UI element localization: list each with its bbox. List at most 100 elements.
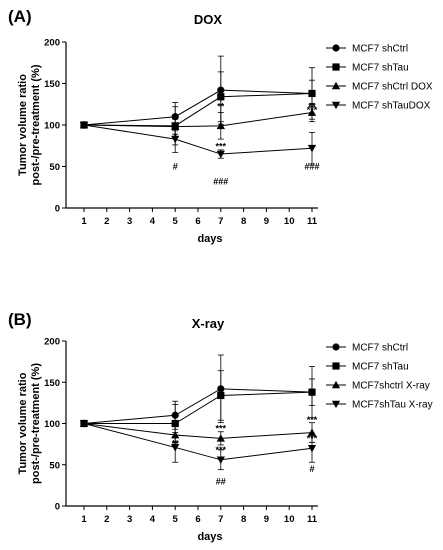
x-tick-label: 6: [195, 514, 200, 525]
legend-marker: [332, 362, 340, 370]
legend-item: MCF7 shTau: [326, 362, 409, 373]
y-tick-label: 100: [44, 419, 60, 430]
data-point: [171, 419, 179, 428]
legend-item: MCF7 shTauDOX: [326, 101, 431, 112]
series-line: [84, 391, 313, 424]
data-point: [216, 456, 225, 464]
series-1: [80, 55, 316, 132]
series-line: [83, 388, 313, 424]
significance-marker: #: [309, 464, 314, 474]
x-tick-label: 3: [127, 216, 132, 227]
series-line: [83, 92, 313, 127]
chart-title: X-ray: [192, 316, 225, 331]
x-tick-label: 5: [173, 514, 179, 525]
legend-marker: [332, 63, 340, 71]
series-4: [79, 121, 317, 165]
significance-marker: ***: [216, 423, 227, 433]
legend-label: MCF7shctrl X-ray: [352, 381, 430, 392]
data-point: [307, 108, 317, 116]
data-point: [79, 420, 89, 428]
data-point: [308, 388, 316, 396]
y-axis-label: post-/pre-treatment (%): [30, 64, 42, 185]
significance-marker: **: [172, 438, 180, 448]
x-tick-label: 1: [81, 514, 87, 525]
data-point: [307, 444, 317, 453]
x-axis-label: days: [197, 233, 222, 245]
data-point: [217, 93, 225, 101]
x-tick-label: 7: [218, 216, 223, 227]
panel-label: (A): [8, 7, 32, 26]
significance-marker: ***: [307, 433, 318, 443]
significance-marker: **: [217, 102, 225, 112]
legend-label: MCF7 shTauDOX: [352, 101, 431, 112]
y-axis-label: post-/pre-treatment (%): [30, 363, 42, 484]
data-point: [308, 89, 316, 98]
data-point: [171, 444, 180, 452]
legend-label: MCF7 shCtrl DOX: [352, 82, 433, 93]
y-axis-label: Tumor volume ratio: [17, 372, 29, 474]
x-axis-label: days: [197, 531, 222, 543]
panel-label: (B): [8, 310, 32, 329]
series-line: [83, 423, 313, 461]
x-tick-label: 5: [173, 216, 179, 227]
legend-item: MCF7 shCtrl: [326, 44, 408, 55]
series-4: [79, 420, 317, 471]
significance-marker: **: [308, 102, 316, 112]
y-tick-label: 0: [55, 204, 60, 215]
y-tick-label: 200: [44, 38, 60, 49]
legend-marker: [331, 101, 341, 110]
x-tick-label: 3: [127, 514, 132, 525]
x-tick-label: 2: [104, 514, 109, 525]
data-point: [216, 150, 225, 159]
y-tick-label: 50: [49, 162, 60, 173]
data-point: [217, 391, 225, 400]
y-tick-label: 150: [44, 79, 60, 90]
significance-marker: ##: [216, 476, 226, 486]
data-point: [171, 135, 180, 144]
x-tick-label: 8: [241, 514, 246, 525]
x-tick-label: 7: [218, 514, 223, 525]
legend-label: MCF7 shTau: [352, 362, 409, 373]
significance-marker: ###: [304, 162, 319, 172]
x-tick-label: 10: [284, 514, 295, 525]
x-tick-label: 8: [241, 216, 246, 227]
y-tick-label: 200: [44, 337, 60, 348]
legend-label: MCF7 shTau: [352, 63, 409, 74]
series-3: [79, 103, 317, 140]
legend-item: MCF7 shCtrl: [326, 343, 408, 354]
significance-marker: ###: [213, 176, 228, 186]
y-tick-label: 0: [55, 502, 60, 513]
x-tick-label: 11: [307, 514, 318, 525]
legend-label: MCF7shTau X-ray: [352, 400, 433, 411]
x-tick-label: 9: [264, 216, 269, 227]
legend-item: MCF7 shCtrl DOX: [326, 82, 433, 93]
data-point: [307, 144, 317, 153]
significance-marker: ***: [216, 445, 227, 455]
x-tick-label: 9: [264, 514, 269, 525]
data-point: [216, 121, 225, 130]
legend-item: MCF7shctrl X-ray: [326, 381, 430, 392]
y-tick-label: 100: [44, 121, 60, 132]
y-tick-label: 50: [49, 460, 60, 471]
panel-b: (B) X-ray 0 50 100 150 200 1 2 3 4 5 6 7 8 9 10 11 days Tu…: [8, 310, 433, 543]
y-axis-label: Tumor volume ratio: [17, 74, 29, 176]
legend-item: MCF7shTau X-ray: [326, 400, 433, 411]
x-tick-label: 11: [307, 216, 318, 227]
legend-item: MCF7 shTau: [326, 63, 409, 74]
series-line: [83, 124, 313, 155]
significance-marker: ***: [307, 415, 318, 425]
legend-marker: [331, 81, 341, 90]
y-tick-label: 150: [44, 378, 60, 389]
significance-marker: *: [173, 132, 177, 142]
legend-marker: [331, 400, 341, 409]
x-tick-label: 10: [284, 216, 295, 227]
x-tick-label: 1: [81, 216, 87, 227]
data-point: [216, 434, 225, 442]
series-line: [83, 89, 313, 126]
series-1: [80, 354, 316, 430]
chart-title: DOX: [194, 12, 223, 27]
legend-marker: [331, 380, 341, 389]
legend-label: MCF7 shCtrl: [352, 343, 408, 354]
series-line: [83, 423, 313, 439]
